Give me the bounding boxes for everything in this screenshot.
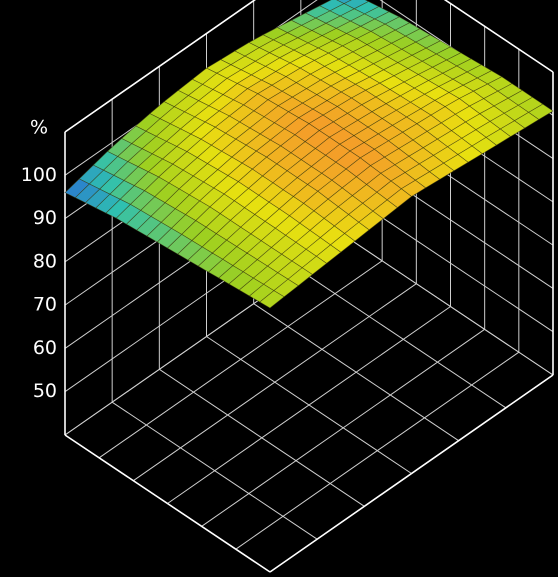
- back-wall-left-gridline: [347, 237, 554, 376]
- frame-edge: [443, 0, 554, 73]
- z-tick-label: 90: [33, 207, 57, 229]
- z-tick-label: 80: [33, 250, 57, 272]
- z-tick-label: 70: [33, 294, 57, 316]
- z-tick-label: 60: [33, 337, 57, 359]
- surface-cell: [259, 290, 285, 309]
- floor-gridline: [300, 270, 507, 409]
- floor-gridline: [253, 303, 459, 442]
- z-tick-label: 100: [21, 164, 57, 186]
- floor-gridline: [133, 283, 417, 482]
- z-axis-unit-label: %: [30, 117, 48, 139]
- z-tick-label: 50: [33, 380, 57, 402]
- frame-edge: [64, 0, 257, 133]
- frame-edge: [269, 374, 554, 573]
- surface-layer: [64, 0, 554, 309]
- axis-labels: % 50 60 70 80 90 100: [21, 117, 57, 403]
- frame-edge: [64, 434, 271, 573]
- floor-gridline: [206, 336, 412, 474]
